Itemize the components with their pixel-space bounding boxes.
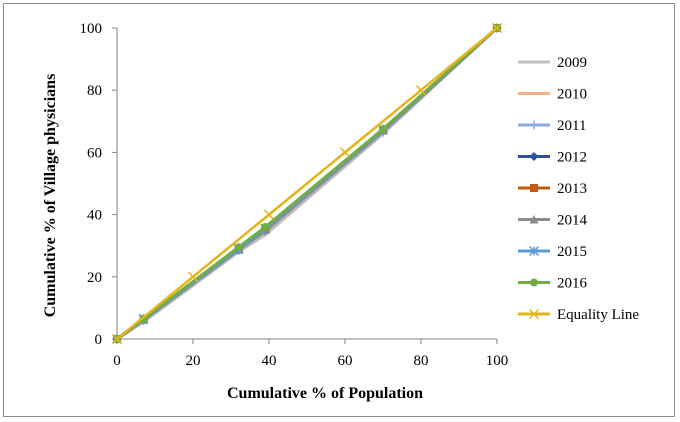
legend-marker: [530, 278, 538, 287]
y-tick-label: 80: [87, 83, 102, 99]
legend-marker: [529, 215, 539, 224]
legend-item: 2013: [518, 181, 587, 197]
legend-label: Equality Line: [557, 307, 639, 323]
x-tick-label: 0: [113, 353, 121, 369]
legend-label: 2015: [557, 244, 587, 260]
legend-label: 2014: [557, 213, 588, 229]
x-axis-title: Cumulative % of Population: [227, 385, 423, 402]
data-point: [339, 147, 351, 158]
data-point: [234, 243, 243, 252]
series-line: [116, 27, 498, 340]
x-tick-label: 100: [486, 353, 509, 369]
data-point: [111, 333, 123, 345]
y-tick-label: 40: [87, 208, 102, 224]
data-point: [415, 85, 427, 96]
legend-marker: [529, 120, 539, 130]
data-point: [261, 223, 270, 232]
legend-item: 2011: [518, 118, 586, 134]
chart-frame: [3, 3, 675, 417]
data-point: [379, 125, 387, 134]
legend-marker: [528, 308, 540, 320]
legend-item: Equality Line: [518, 307, 639, 323]
legend-label: 2012: [557, 150, 587, 166]
legend-label: 2010: [557, 87, 587, 103]
data-point: [491, 22, 503, 34]
data-point: [187, 271, 199, 282]
y-axis-title: Cumulative % of Village physicians: [42, 74, 59, 318]
legend-item: 2014: [518, 213, 588, 229]
axes: [116, 28, 497, 340]
legend-marker: [530, 184, 538, 192]
legend-item: 2010: [518, 87, 587, 103]
legend-marker: [528, 245, 540, 257]
legend-label: 2009: [557, 55, 587, 71]
legend-item: 2016: [518, 276, 588, 292]
series-equality-line: [111, 22, 503, 345]
legend-item: 2015: [518, 244, 587, 260]
y-tick-label: 0: [95, 332, 103, 348]
x-tick-label: 80: [414, 353, 429, 369]
legend-marker: [529, 152, 539, 161]
legend-label: 2016: [557, 276, 588, 292]
x-tick-label: 40: [262, 353, 277, 369]
legend-label: 2013: [557, 181, 587, 197]
y-tick-label: 20: [87, 270, 102, 286]
legend-item: 2009: [518, 55, 587, 71]
legend-label: 2011: [557, 118, 586, 134]
y-tick-label: 60: [87, 145, 102, 161]
x-tick-label: 20: [186, 353, 201, 369]
y-tick-label: 100: [80, 21, 103, 37]
data-point: [263, 209, 275, 220]
legend-item: 2012: [518, 150, 587, 166]
x-tick-label: 60: [338, 353, 353, 369]
